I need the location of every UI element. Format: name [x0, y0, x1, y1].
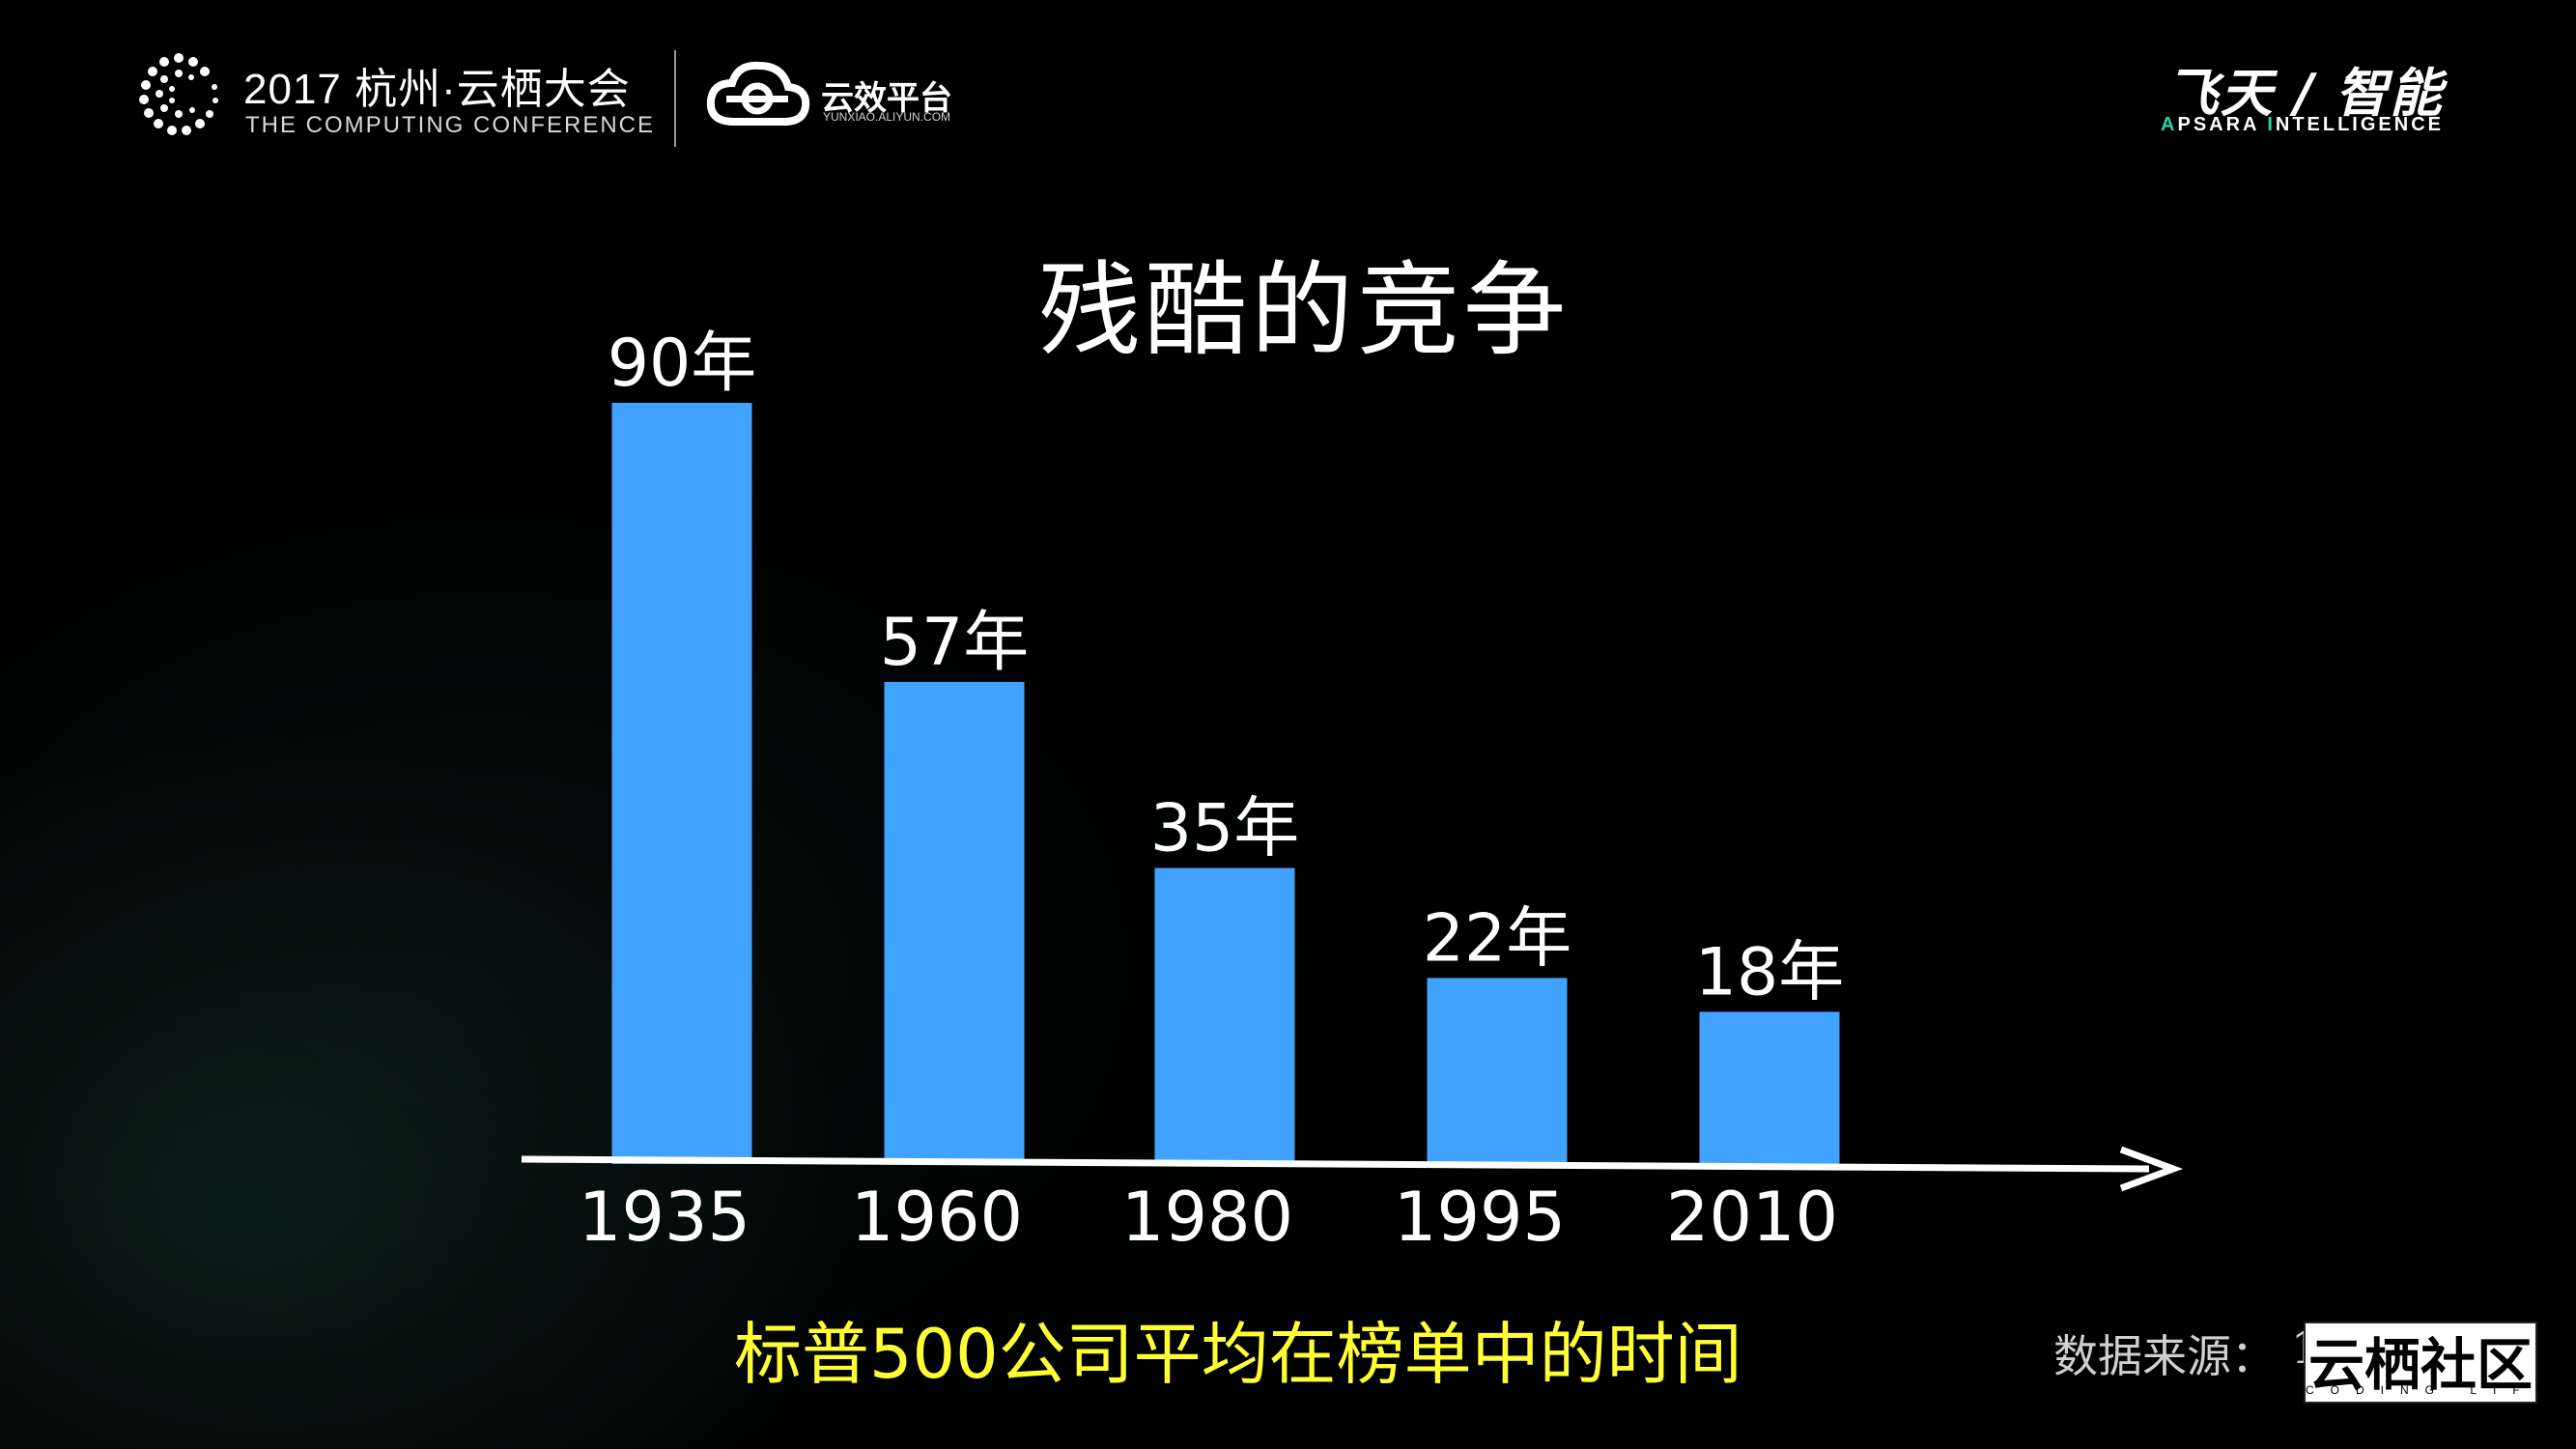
conference-header: 2017 杭州·云栖大会 THE COMPUTING CONFERENCE 云效… [135, 50, 976, 147]
community-tagline: CODING LIFE [2306, 1383, 2561, 1397]
conference-title: 2017 杭州·云栖大会 [243, 66, 631, 113]
data-label-1980: 35年 [1150, 791, 1300, 867]
data-label-1995: 22年 [1423, 900, 1572, 977]
apsara-logo-cn: 飞天 / 智能 [2166, 63, 2444, 124]
yunxiao-platform-name: 云效平台 [821, 79, 952, 118]
chart-title: 残酷的竞争 [1038, 251, 1570, 370]
bar-1980 [1154, 867, 1295, 1164]
apsara-logo-en-initial-a: A [2161, 114, 2178, 135]
x-tick-label-1995: 1995 [1394, 1178, 1566, 1257]
bar-1960 [884, 681, 1025, 1164]
conference-subtitle: THE COMPUTING CONFERENCE [245, 112, 656, 138]
bars [611, 403, 1840, 1164]
value-labels: 90年 57年 35年 22年 18年 [608, 326, 1845, 1010]
chart-caption: 标普500公司平均在榜单中的时间 [734, 1315, 1742, 1394]
bar-2010 [1699, 1011, 1840, 1164]
community-name: 云栖社区 [2307, 1332, 2533, 1398]
x-tick-label-1980: 1980 [1121, 1178, 1293, 1257]
conference-logo-icon [139, 53, 218, 135]
apsara-logo-en-ntelligence: NTELLIGENCE [2275, 114, 2444, 135]
apsara-logo-en-psara: PSARA [2177, 114, 2268, 135]
x-tick-label-1960: 1960 [851, 1178, 1023, 1257]
x-axis-line [521, 1155, 2150, 1173]
x-tick-label-2010: 2010 [1666, 1178, 1838, 1257]
data-source-label: 数据来源： [2053, 1330, 2276, 1382]
yunqi-community-badge: 云栖社区 CODING LIFE [2304, 1321, 2561, 1404]
yunxiao-platform-url: YUNXIAO.ALIYUN.COM [823, 110, 951, 124]
data-label-2010: 18年 [1695, 934, 1845, 1010]
x-axis-arrow-icon [2119, 1146, 2184, 1192]
yunxiao-logo-icon [706, 61, 810, 126]
apsara-logo-en-initial-i: I [2267, 114, 2276, 135]
apsara-logo-en: APSARA INTELLIGENCE [2161, 114, 2444, 136]
x-tick-label-1935: 1935 [579, 1178, 750, 1257]
category-labels: 1935 1960 1980 1995 2010 [579, 1178, 1838, 1257]
header-divider [674, 50, 676, 147]
bar-1935 [611, 403, 752, 1164]
bar-1995 [1427, 978, 1568, 1164]
data-label-1960: 57年 [880, 605, 1030, 681]
data-label-1935: 90年 [608, 326, 757, 402]
apsara-logo: 飞天 / 智能 APSARA INTELLIGENCE [2161, 50, 2444, 147]
